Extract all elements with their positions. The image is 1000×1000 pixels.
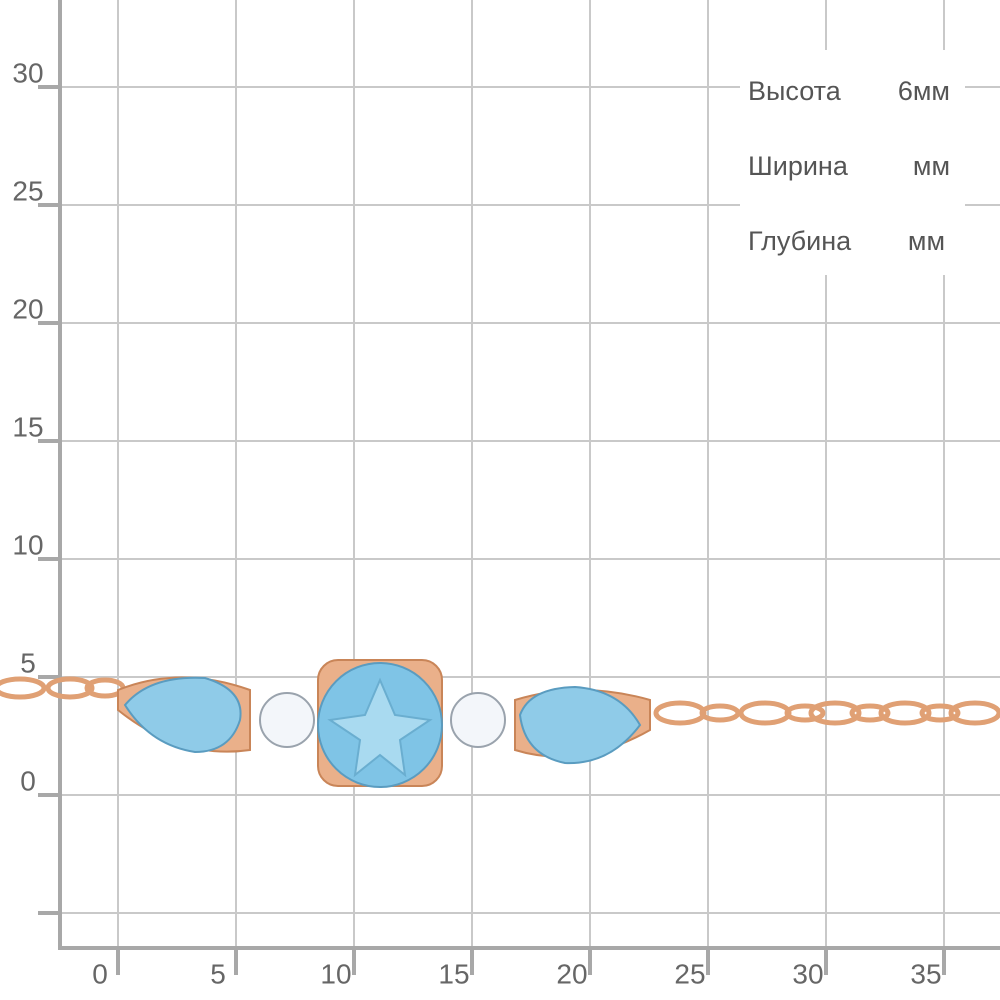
gems [123,662,642,788]
chain [0,676,1000,726]
x-tick-label: 20 [556,958,587,989]
dimension-label: Ширина [748,151,849,181]
x-tick-label: 10 [320,958,351,989]
y-tick-label: 0 [20,765,36,796]
x-tick-label: 25 [674,958,705,989]
y-tick-label: 20 [12,293,43,324]
y-tick-label: 5 [20,647,36,678]
dimension-label: Высота [748,76,842,106]
diamonds [259,692,506,748]
y-tick-label: 15 [12,411,43,442]
dimension-value: мм [908,226,945,256]
x-tick-label: 30 [792,958,823,989]
dimension-label: Глубина [748,226,852,256]
dimension-value: 6мм [898,76,950,106]
y-tick-label: 25 [12,175,43,206]
x-tick-label: 5 [210,958,226,989]
x-tick-label: 0 [92,958,108,989]
y-tick-label: 30 [12,57,43,88]
bracelet [0,659,1000,788]
tick-labels: 30 25 20 15 10 5 0 0 5 10 15 20 25 30 35 [12,57,941,989]
dimension-value: мм [913,151,950,181]
x-tick-label: 15 [438,958,469,989]
dimensions-box: Высота 6мм Ширина мм Глубина мм [740,50,965,275]
y-tick-label: 10 [12,529,43,560]
x-tick-label: 35 [910,958,941,989]
dimensions-background [740,50,965,275]
